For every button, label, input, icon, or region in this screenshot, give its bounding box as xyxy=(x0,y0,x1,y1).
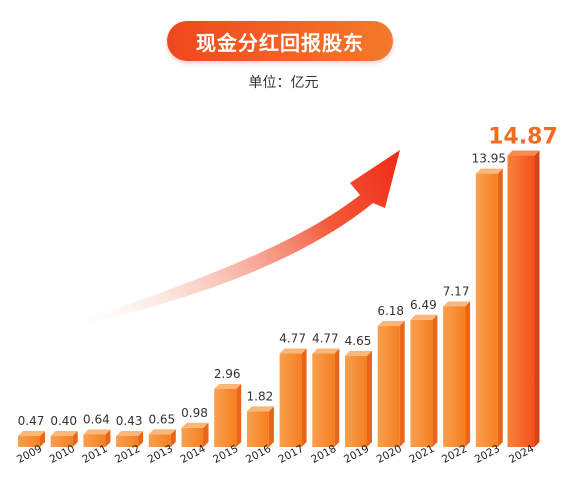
unit-label: 单位：亿元 xyxy=(248,75,319,91)
value-label: 2.96 xyxy=(214,367,241,381)
bar-top xyxy=(443,301,471,307)
bar-top xyxy=(246,406,274,412)
bar xyxy=(18,436,40,447)
bar-top xyxy=(279,348,307,354)
value-label: 7.17 xyxy=(443,284,470,298)
bar-top xyxy=(181,422,209,428)
value-label: 0.65 xyxy=(148,412,175,426)
value-label: 0.64 xyxy=(83,412,110,426)
bar xyxy=(279,353,302,447)
bar-side xyxy=(465,301,471,447)
bar-top xyxy=(50,431,78,436)
value-label: 4.65 xyxy=(345,334,372,348)
bar-top xyxy=(475,168,503,174)
bar xyxy=(312,353,335,447)
bar-side xyxy=(72,431,78,447)
bar-side xyxy=(138,431,144,447)
bar-top xyxy=(410,314,438,320)
bar-side xyxy=(105,429,111,447)
bar-side xyxy=(40,431,45,447)
bar xyxy=(246,411,269,447)
bar xyxy=(377,325,400,447)
bar xyxy=(148,434,171,447)
bar-side xyxy=(334,348,340,447)
bar-top xyxy=(214,383,242,389)
bar-top xyxy=(312,348,340,354)
value-label: 13.95 xyxy=(472,152,506,166)
bar-side xyxy=(236,383,242,447)
title-pill: 现金分红回报股东 xyxy=(167,21,393,61)
bar-top xyxy=(148,429,176,435)
bar-side xyxy=(399,320,405,447)
value-label: 6.49 xyxy=(410,298,437,312)
bar-side xyxy=(432,314,438,447)
bar xyxy=(475,173,498,447)
bar-top xyxy=(116,431,144,436)
value-label: 14.87 xyxy=(488,125,558,150)
value-label: 0.98 xyxy=(181,406,208,420)
value-label: 0.43 xyxy=(116,414,143,428)
bar xyxy=(181,427,204,447)
bar-side xyxy=(203,422,209,447)
bar xyxy=(410,319,433,447)
bar xyxy=(116,436,139,447)
bar xyxy=(345,355,367,447)
bar-top xyxy=(18,431,45,436)
bar-side xyxy=(268,406,274,447)
value-label: 4.77 xyxy=(279,332,306,346)
chart-title: 现金分红回报股东 xyxy=(196,30,364,55)
bar xyxy=(507,155,535,447)
bar-side xyxy=(301,348,307,447)
bar xyxy=(83,434,106,447)
bar-side xyxy=(367,350,372,447)
value-label: 0.47 xyxy=(18,414,45,428)
bar xyxy=(214,388,237,447)
trend-arrow xyxy=(55,150,400,330)
bar-top xyxy=(507,150,540,156)
bar-top xyxy=(377,320,405,326)
bar-top xyxy=(83,429,111,435)
value-label: 1.82 xyxy=(247,389,274,403)
value-label: 6.18 xyxy=(377,304,404,318)
bar xyxy=(50,436,73,447)
value-label: 4.77 xyxy=(312,332,339,346)
bar-top xyxy=(345,350,372,356)
bar-side xyxy=(497,168,503,447)
value-label: 0.40 xyxy=(50,414,77,428)
bar-side xyxy=(170,429,176,447)
bar-side xyxy=(534,150,540,447)
bar xyxy=(443,306,466,447)
